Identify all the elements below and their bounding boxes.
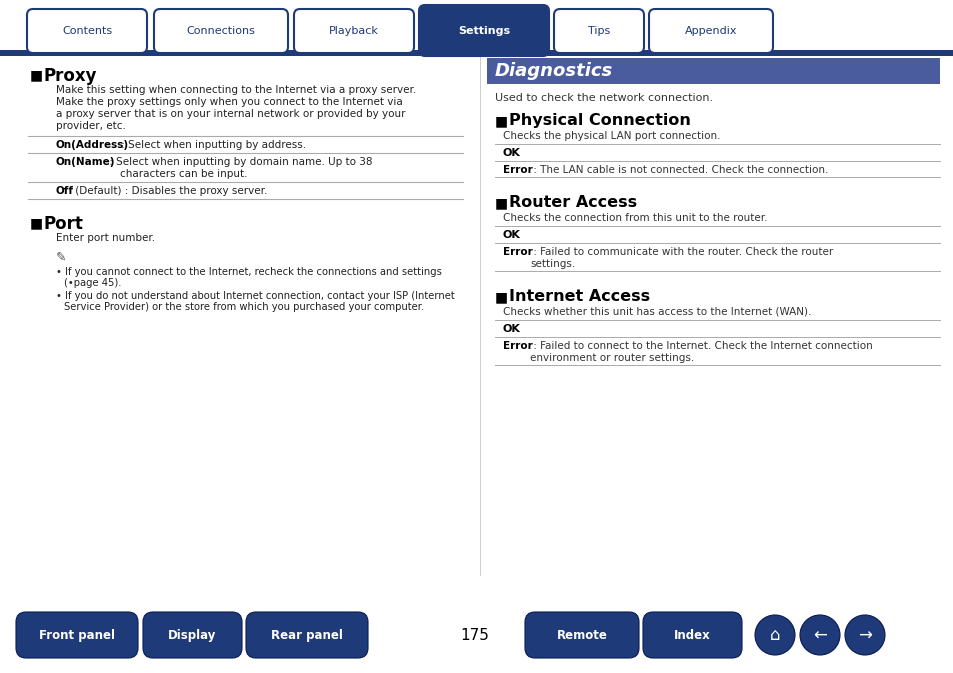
FancyBboxPatch shape — [27, 9, 147, 53]
Text: Error: Error — [502, 247, 532, 257]
Circle shape — [754, 615, 794, 655]
Text: Make this setting when connecting to the Internet via a proxy server.: Make this setting when connecting to the… — [56, 85, 416, 95]
FancyBboxPatch shape — [648, 9, 772, 53]
Text: Off: Off — [56, 186, 74, 196]
Text: : Select when inputting by domain name. Up to 38: : Select when inputting by domain name. … — [106, 157, 372, 167]
Text: Checks the physical LAN port connection.: Checks the physical LAN port connection. — [502, 131, 720, 141]
FancyBboxPatch shape — [153, 9, 288, 53]
Text: : Select when inputting by address.: : Select when inputting by address. — [118, 140, 306, 150]
Text: Error: Error — [502, 165, 532, 175]
Text: • If you do not understand about Internet connection, contact your ISP (Internet: • If you do not understand about Interne… — [56, 291, 455, 301]
Text: ■: ■ — [495, 196, 508, 210]
Text: Checks the connection from this unit to the router.: Checks the connection from this unit to … — [502, 213, 767, 223]
Text: Index: Index — [674, 629, 710, 642]
Text: a proxy server that is on your internal network or provided by your: a proxy server that is on your internal … — [56, 109, 405, 119]
FancyBboxPatch shape — [143, 612, 242, 658]
Text: ■: ■ — [30, 68, 43, 82]
Text: Diagnostics: Diagnostics — [495, 63, 613, 81]
Text: ■: ■ — [495, 114, 508, 128]
Bar — [486, 58, 939, 84]
Text: provider, etc.: provider, etc. — [56, 121, 126, 131]
Text: Connections: Connections — [187, 26, 255, 36]
Text: Contents: Contents — [62, 26, 112, 36]
Text: Tips: Tips — [587, 26, 610, 36]
Text: : Failed to communicate with the router. Check the router: : Failed to communicate with the router.… — [530, 247, 832, 257]
Bar — [0, 50, 953, 56]
Text: →: → — [857, 627, 871, 645]
Text: Display: Display — [168, 629, 216, 642]
Text: ✎: ✎ — [56, 251, 67, 264]
Text: ■: ■ — [30, 216, 43, 230]
Text: • If you cannot connect to the Internet, recheck the connections and settings: • If you cannot connect to the Internet,… — [56, 267, 441, 277]
Text: settings.: settings. — [530, 259, 575, 269]
Text: ←: ← — [812, 627, 826, 645]
Text: Playback: Playback — [329, 26, 378, 36]
Text: Internet Access: Internet Access — [509, 289, 649, 304]
FancyBboxPatch shape — [554, 9, 643, 53]
Text: On(Name): On(Name) — [56, 157, 115, 167]
Text: OK: OK — [502, 230, 520, 240]
Text: On(Address): On(Address) — [56, 140, 129, 150]
FancyBboxPatch shape — [418, 5, 548, 56]
FancyBboxPatch shape — [524, 612, 639, 658]
Text: Used to check the network connection.: Used to check the network connection. — [495, 93, 713, 103]
Text: OK: OK — [502, 148, 520, 158]
Text: Settings: Settings — [457, 26, 510, 36]
Text: Make the proxy settings only when you connect to the Internet via: Make the proxy settings only when you co… — [56, 97, 402, 107]
Text: (•page 45).: (•page 45). — [64, 278, 121, 288]
Text: : Failed to connect to the Internet. Check the Internet connection: : Failed to connect to the Internet. Che… — [530, 341, 872, 351]
Text: Proxy: Proxy — [44, 67, 97, 85]
Text: ■: ■ — [495, 290, 508, 304]
Text: Appendix: Appendix — [684, 26, 737, 36]
Text: OK: OK — [502, 324, 520, 334]
Text: 175: 175 — [460, 628, 489, 643]
Text: Error: Error — [502, 341, 532, 351]
Text: ⌂: ⌂ — [769, 627, 780, 645]
Text: Physical Connection: Physical Connection — [509, 113, 690, 128]
Text: characters can be input.: characters can be input. — [120, 169, 247, 179]
Text: Checks whether this unit has access to the Internet (WAN).: Checks whether this unit has access to t… — [502, 307, 810, 317]
Text: Port: Port — [44, 215, 84, 233]
Text: Service Provider) or the store from which you purchased your computer.: Service Provider) or the store from whic… — [64, 302, 424, 312]
Text: Router Access: Router Access — [509, 195, 637, 210]
Circle shape — [800, 615, 840, 655]
Text: (Default) : Disables the proxy server.: (Default) : Disables the proxy server. — [71, 186, 267, 196]
FancyBboxPatch shape — [294, 9, 414, 53]
FancyBboxPatch shape — [642, 612, 741, 658]
Text: environment or router settings.: environment or router settings. — [530, 353, 694, 363]
Circle shape — [844, 615, 884, 655]
Text: Enter port number.: Enter port number. — [56, 233, 155, 243]
Text: Remote: Remote — [556, 629, 607, 642]
Text: Rear panel: Rear panel — [271, 629, 342, 642]
FancyBboxPatch shape — [16, 612, 138, 658]
Text: : The LAN cable is not connected. Check the connection.: : The LAN cable is not connected. Check … — [530, 165, 827, 175]
FancyBboxPatch shape — [246, 612, 368, 658]
Text: Front panel: Front panel — [39, 629, 115, 642]
